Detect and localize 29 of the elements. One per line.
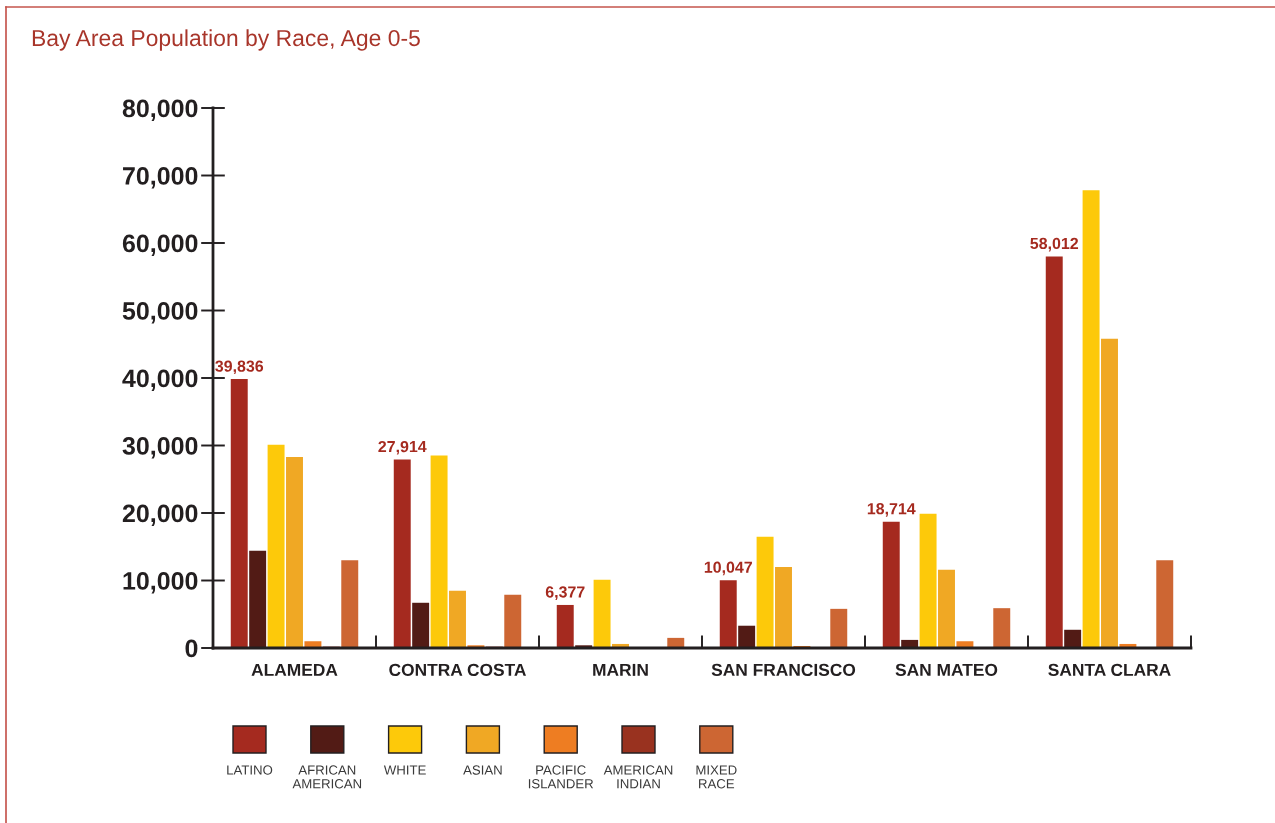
x-tick-label: SAN MATEO [895,663,998,677]
legend-label: WHITE [383,765,426,775]
y-tick-label: 10,000 [123,572,198,594]
legend-label: LATINO [227,765,273,775]
y-tick-label: 60,000 [122,234,198,256]
x-tick-label: ALAMEDA [251,663,338,676]
x-tick-label: MARIN [593,663,648,676]
data-label: 58,012 [1030,237,1079,252]
y-tick-label: 30,000 [122,437,198,459]
data-label: 39,836 [215,360,264,375]
chart-title: Bay Area Population by Race, Age 0-5 [32,29,420,51]
y-tick-label: 20,000 [122,504,198,526]
data-label: 6,377 [545,586,585,600]
x-tick-label: SANTA CLARA [1048,663,1171,677]
y-tick-label: 70,000 [123,167,198,189]
y-tick-label: 50,000 [122,302,198,324]
data-label: 10,047 [704,561,752,576]
y-tick-label: 40,000 [122,369,198,391]
data-label: 27,914 [378,440,427,455]
y-tick-label: 80,000 [122,99,198,121]
legend-label: AFRICAN AMERICAN [292,765,362,789]
y-tick-label: 0 [185,639,198,658]
data-label: 18,714 [867,503,916,517]
x-tick-label: SAN FRANCISCO [711,663,856,677]
legend-label: MIXED RACE [696,765,737,789]
legend-label: PACIFIC ISLANDER [528,765,594,789]
legend-label: AMERICAN INDIAN [603,765,673,789]
legend-label: ASIAN [463,765,502,775]
x-tick-label: CONTRA COSTA [389,663,526,677]
